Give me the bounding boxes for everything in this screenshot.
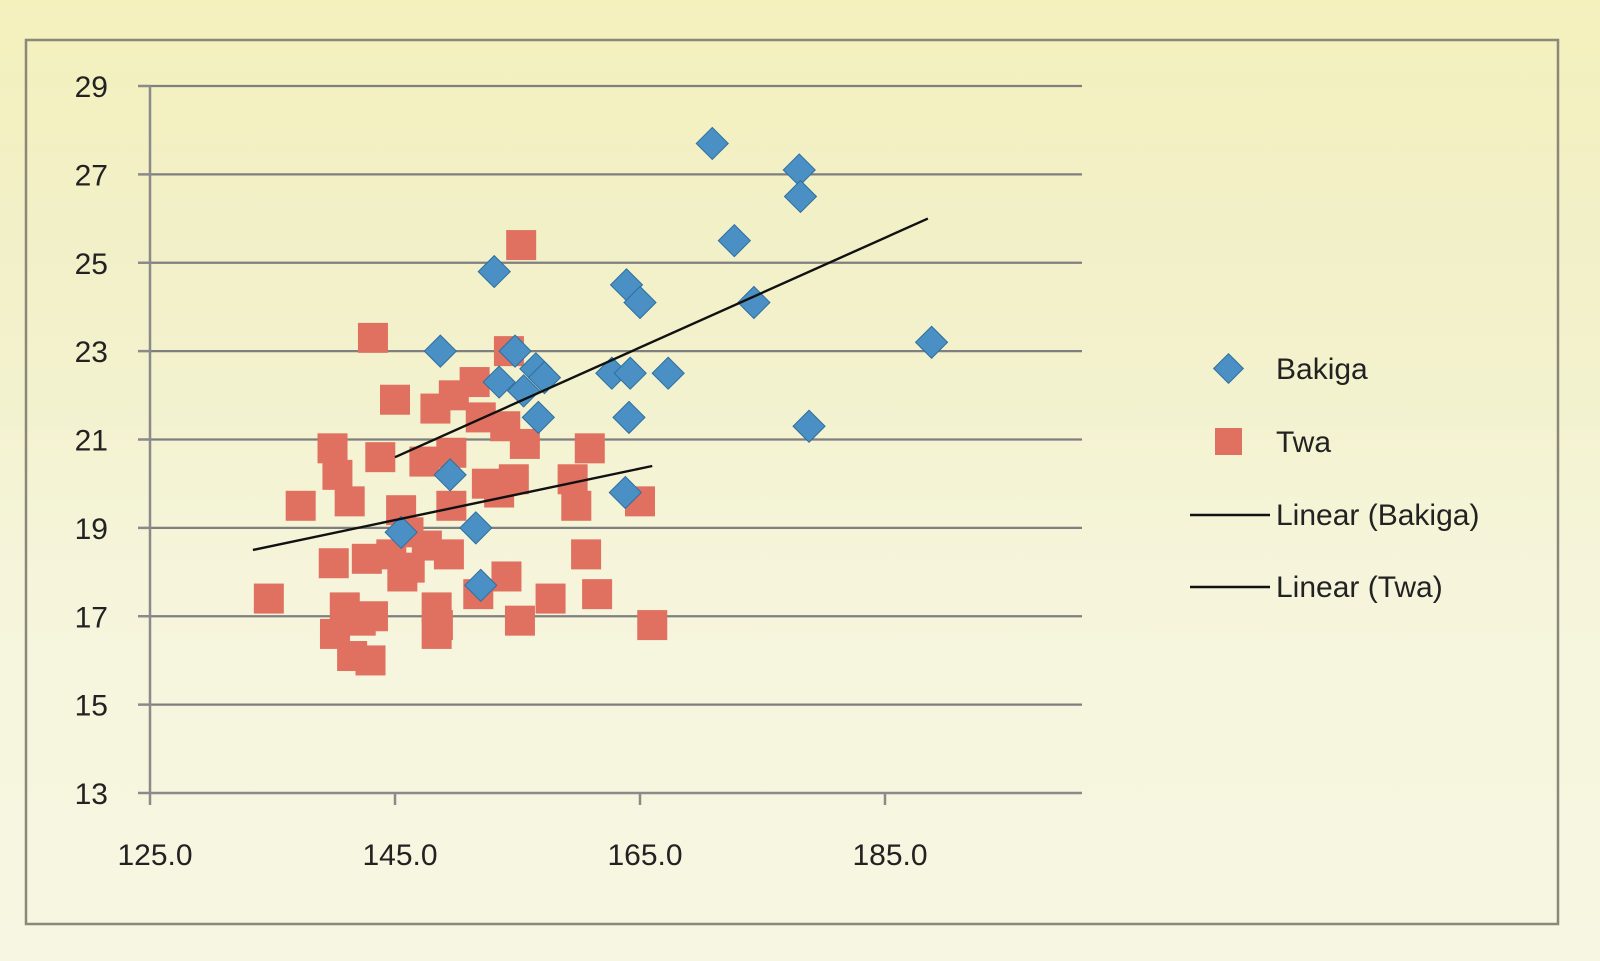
- y-tick-label: 21: [75, 425, 108, 458]
- bakiga-point: [521, 400, 556, 435]
- twa-point: [561, 490, 592, 521]
- bakiga-point: [651, 356, 685, 390]
- legend-label-linear-bakiga: Linear (Bakiga): [1276, 499, 1479, 532]
- x-tick-label: 145.0: [362, 839, 437, 872]
- legend-item-bakiga: Bakiga: [1212, 352, 1368, 386]
- bakiga-point: [613, 356, 647, 390]
- twa-point: [504, 605, 535, 636]
- y-tick-label: 15: [75, 690, 108, 723]
- twa-point: [420, 393, 451, 424]
- x-tick-labels: 125.0 145.0 165.0 185.0: [117, 839, 927, 872]
- twa-point: [345, 605, 376, 636]
- twa-point: [582, 579, 613, 610]
- twa-point: [253, 583, 284, 614]
- x-tick-label: 185.0: [852, 839, 927, 872]
- twa-point: [365, 442, 396, 473]
- bakiga-point: [717, 223, 752, 258]
- x-tick-label: 165.0: [607, 839, 682, 872]
- legend-item-twa: Twa: [1215, 426, 1331, 459]
- bakiga-point: [384, 515, 418, 550]
- bakiga-point: [737, 285, 771, 320]
- bakiga-point: [695, 126, 729, 161]
- twa-point: [285, 490, 316, 521]
- legend-diamond-marker: [1212, 352, 1245, 385]
- series-bakiga: [384, 126, 949, 603]
- y-tick-label: 13: [75, 778, 108, 811]
- twa-point: [334, 486, 365, 517]
- twa-point: [491, 561, 522, 592]
- twa-point: [571, 539, 602, 570]
- twa-point: [357, 322, 388, 353]
- twa-point: [484, 477, 515, 508]
- twa-point: [637, 610, 668, 641]
- bakiga-point: [498, 334, 532, 368]
- y-tick-label: 25: [75, 248, 108, 281]
- twa-point: [409, 446, 440, 477]
- bakiga-point: [477, 254, 511, 289]
- legend-label-bakiga: Bakiga: [1276, 353, 1368, 386]
- twa-point: [535, 583, 566, 614]
- legend-label-linear-twa: Linear (Twa): [1276, 571, 1443, 604]
- twa-point: [317, 433, 348, 464]
- legend-square-marker: [1215, 428, 1242, 455]
- series-twa: [253, 230, 668, 676]
- twa-point: [557, 464, 588, 495]
- trendline-bakiga: [394, 217, 929, 459]
- twa-point: [574, 433, 605, 464]
- y-tick-labels: 13 15 17 19 21 23 25 27 29: [75, 71, 108, 811]
- y-tick-label: 17: [75, 601, 108, 634]
- gridlines: [138, 84, 1082, 805]
- bakiga-point: [608, 475, 643, 510]
- trendline-twa: [252, 464, 653, 552]
- y-tick-label: 19: [75, 513, 108, 546]
- bakiga-point: [423, 334, 458, 368]
- chart-frame: [24, 38, 1560, 926]
- bakiga-point: [623, 285, 657, 320]
- legend-item-linear-twa: Linear (Twa): [1190, 571, 1443, 604]
- legend: Bakiga Twa Linear (Bakiga) Linear (Twa): [1190, 352, 1479, 604]
- bakiga-point: [612, 400, 646, 435]
- trendlines: [252, 217, 929, 552]
- twa-point: [387, 561, 418, 592]
- y-tick-label: 29: [75, 71, 108, 104]
- twa-point: [355, 645, 386, 676]
- twa-point: [322, 459, 353, 490]
- axes: [148, 86, 1082, 795]
- x-tick-label: 125.0: [117, 839, 192, 872]
- legend-label-twa: Twa: [1276, 426, 1331, 459]
- twa-point: [509, 428, 540, 459]
- bakiga-point: [464, 568, 498, 603]
- legend-item-linear-bakiga: Linear (Bakiga): [1190, 499, 1479, 532]
- bakiga-point: [506, 374, 541, 408]
- bakiga-point: [792, 409, 826, 443]
- bakiga-point: [433, 458, 467, 492]
- y-tick-label: 23: [75, 336, 108, 369]
- bakiga-point: [482, 365, 516, 399]
- twa-point: [318, 548, 349, 579]
- y-tick-label: 27: [75, 159, 108, 192]
- bakiga-point: [914, 325, 949, 359]
- twa-point: [421, 618, 452, 649]
- twa-point: [506, 230, 537, 261]
- twa-point: [380, 384, 410, 415]
- bakiga-point: [459, 511, 493, 545]
- twa-point: [433, 539, 464, 570]
- bakiga-point: [783, 179, 818, 214]
